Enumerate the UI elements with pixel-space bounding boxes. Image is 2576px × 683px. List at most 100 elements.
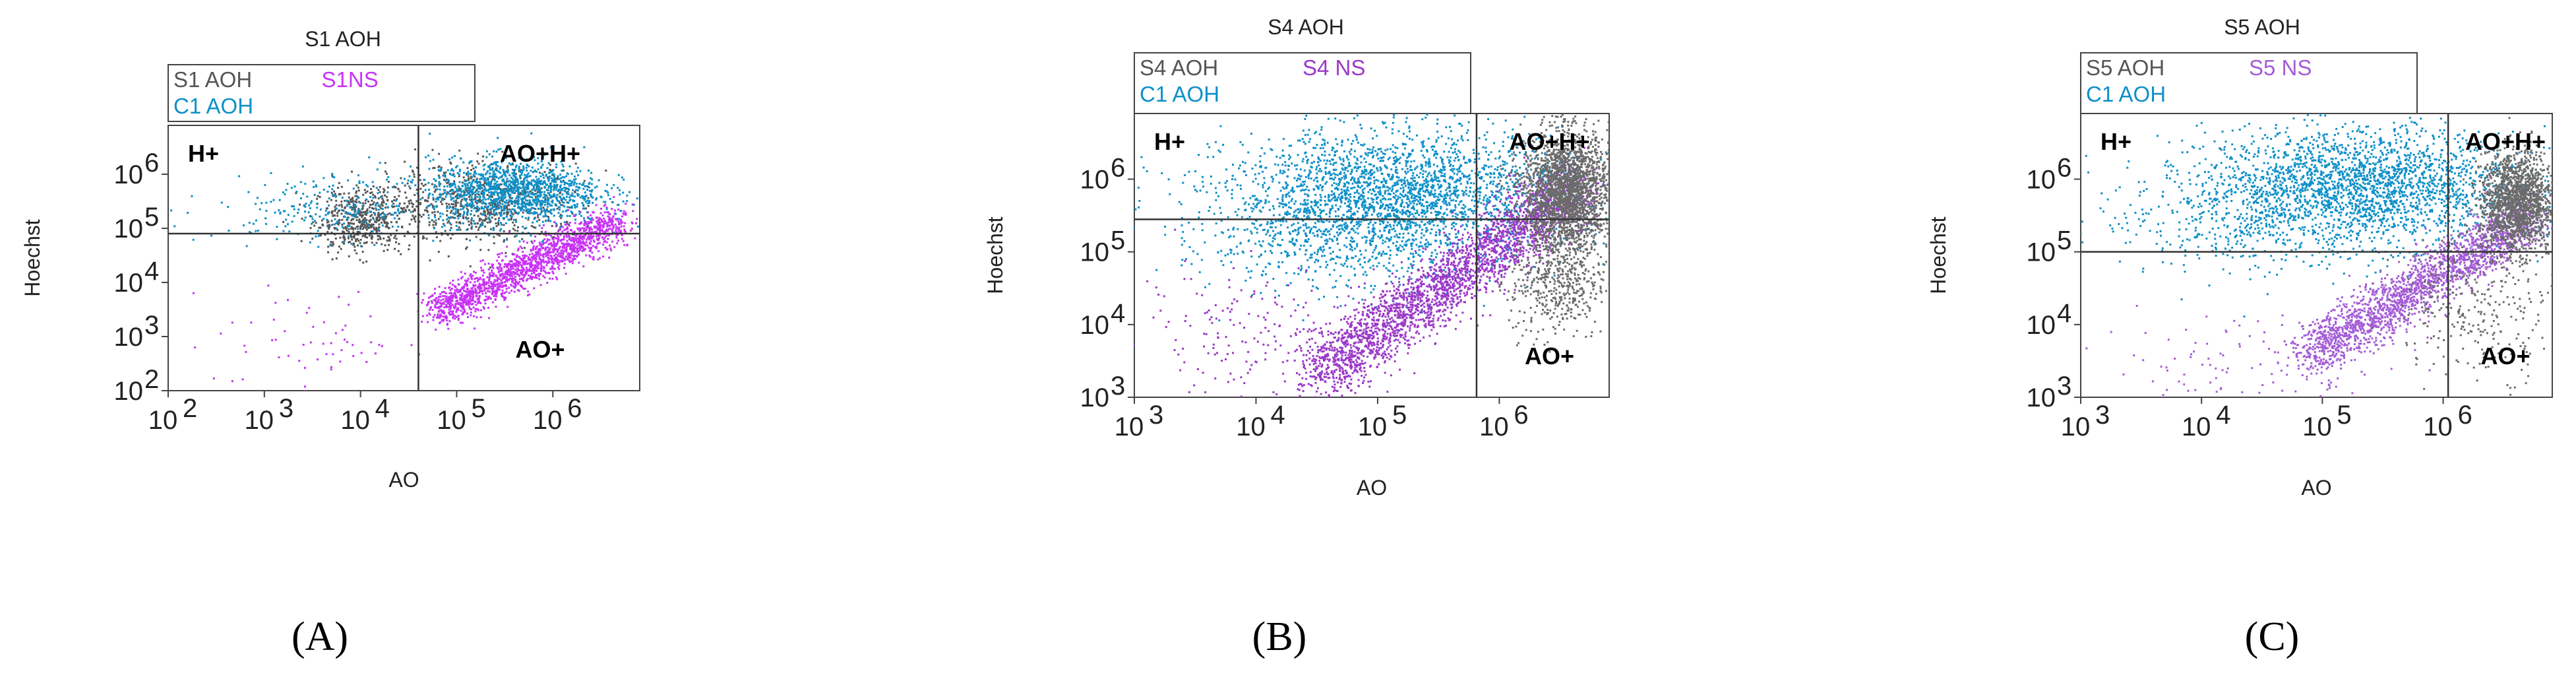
data-point xyxy=(545,242,547,244)
data-point xyxy=(556,178,559,181)
data-point xyxy=(583,227,586,230)
data-point xyxy=(478,207,481,210)
data-point xyxy=(1458,122,1460,125)
data-point xyxy=(383,220,386,223)
data-point xyxy=(1492,122,1494,125)
data-point xyxy=(479,181,481,183)
data-point xyxy=(1244,170,1246,173)
data-point xyxy=(549,146,552,148)
data-point xyxy=(515,184,518,187)
data-point xyxy=(1388,198,1390,201)
data-point xyxy=(384,225,387,228)
y-tick-label: 10 xyxy=(114,323,144,352)
data-point xyxy=(510,201,513,203)
data-point xyxy=(558,268,561,271)
data-point xyxy=(406,230,409,233)
data-point xyxy=(489,164,491,166)
data-point xyxy=(507,268,510,270)
data-point xyxy=(383,201,385,204)
data-point xyxy=(439,295,442,298)
data-point xyxy=(529,201,531,203)
data-point xyxy=(1409,252,1412,255)
data-point xyxy=(522,183,524,186)
data-point xyxy=(446,185,448,187)
data-point xyxy=(455,224,458,227)
data-point xyxy=(595,198,598,201)
data-point xyxy=(460,195,463,198)
data-point xyxy=(536,261,538,264)
data-point xyxy=(604,189,607,192)
data-point xyxy=(503,179,505,182)
data-point xyxy=(476,277,479,279)
data-point xyxy=(506,165,509,168)
data-point xyxy=(618,226,621,229)
data-point xyxy=(608,216,611,219)
data-point xyxy=(477,309,479,311)
data-point xyxy=(488,279,491,282)
data-point xyxy=(383,191,385,193)
data-point xyxy=(1311,154,1314,156)
data-point xyxy=(584,201,587,203)
data-point xyxy=(539,213,541,216)
data-point xyxy=(539,253,542,256)
data-point xyxy=(503,297,506,300)
data-point xyxy=(319,191,321,194)
data-point xyxy=(521,286,524,288)
data-point xyxy=(570,240,572,242)
data-point xyxy=(471,193,474,196)
data-point xyxy=(623,210,625,212)
data-point xyxy=(520,182,522,185)
data-point xyxy=(448,313,451,316)
data-point xyxy=(509,265,512,268)
data-point xyxy=(358,209,361,211)
data-point xyxy=(1355,162,1357,164)
data-point xyxy=(462,300,464,303)
data-point xyxy=(322,321,325,323)
data-point xyxy=(615,212,617,215)
data-point xyxy=(282,191,284,193)
data-point xyxy=(364,242,367,244)
data-point xyxy=(451,189,454,191)
data-point xyxy=(427,181,430,184)
data-point xyxy=(527,262,530,265)
data-point xyxy=(582,246,584,248)
data-point xyxy=(481,213,483,216)
data-point xyxy=(359,220,362,223)
data-point xyxy=(361,219,364,222)
data-point xyxy=(617,203,620,206)
data-point xyxy=(424,199,427,201)
data-point xyxy=(474,288,477,290)
data-point xyxy=(463,172,465,174)
data-point xyxy=(534,258,537,261)
data-point xyxy=(482,306,485,308)
data-point xyxy=(596,238,599,240)
data-point xyxy=(617,187,619,189)
data-point xyxy=(396,214,399,217)
data-point xyxy=(1398,232,1401,235)
data-point xyxy=(530,263,532,265)
data-point xyxy=(572,239,574,242)
data-point xyxy=(540,266,543,269)
data-point xyxy=(1285,211,1288,214)
data-point xyxy=(1322,176,1325,178)
data-point xyxy=(495,150,498,153)
data-point xyxy=(410,218,413,221)
data-point xyxy=(570,172,573,175)
data-point xyxy=(471,225,474,228)
data-point xyxy=(1438,187,1440,189)
data-point xyxy=(601,226,604,229)
legend-entry: C1 AOH xyxy=(1140,82,1219,106)
data-point xyxy=(504,206,506,209)
data-point xyxy=(618,231,621,234)
data-point xyxy=(447,179,450,181)
data-point xyxy=(591,228,594,231)
data-point xyxy=(607,238,609,240)
data-point xyxy=(613,183,615,186)
data-point xyxy=(1363,286,1366,289)
data-point xyxy=(465,199,467,202)
data-point xyxy=(558,264,561,267)
data-point xyxy=(535,246,537,249)
data-point xyxy=(536,265,539,268)
data-point xyxy=(402,208,404,211)
data-point xyxy=(375,226,378,229)
